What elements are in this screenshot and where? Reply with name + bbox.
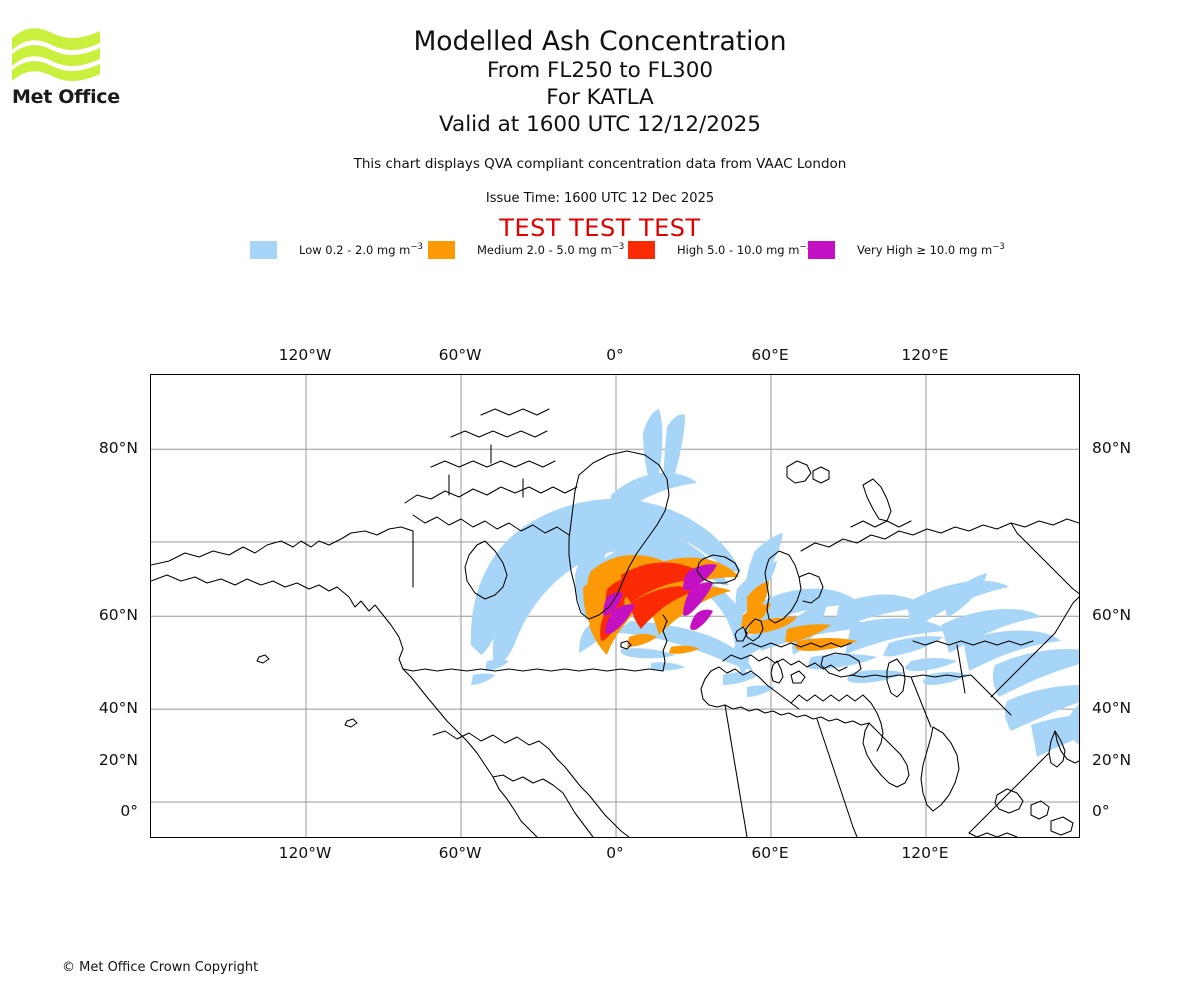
chart-title-line3: For KATLA [546, 85, 654, 110]
lat-label-right-0: 0° [1092, 802, 1110, 820]
legend-label-2: High 5.0 - 10.0 mg m−3 [677, 242, 812, 257]
lon-label-bottom-60w: 60°W [438, 844, 482, 862]
legend-item-1: Medium 2.0 - 5.0 mg m−3 [428, 240, 624, 260]
lat-label-left-20n: 20°N [98, 750, 138, 769]
map-plot-frame [150, 374, 1080, 838]
lat-label-right-20n: 20°N [1092, 750, 1132, 769]
legend-item-2: High 5.0 - 10.0 mg m−3 [628, 240, 812, 260]
legend-swatch-0 [250, 241, 277, 259]
chart-title-line4: Valid at 1600 UTC 12/12/2025 [438, 112, 761, 137]
legend-swatch-3 [808, 241, 835, 259]
chart-title-block: Modelled Ash Concentration From FL250 to… [160, 26, 1040, 138]
legend-label-0: Low 0.2 - 2.0 mg m−3 [299, 242, 423, 257]
met-office-wave-icon [12, 28, 100, 82]
lon-label-bottom-120w: 120°W [278, 844, 332, 862]
lon-label-top-120e: 120°E [901, 346, 949, 364]
legend-label-3: Very High ≥ 10.0 mg m−3 [857, 242, 1005, 257]
lon-label-top-120w: 120°W [278, 346, 332, 364]
chart-title-line1: Modelled Ash Concentration [413, 26, 787, 57]
lon-label-top-60e: 60°E [751, 346, 789, 364]
lat-label-left-60n: 60°N [98, 606, 138, 625]
issue-time-text: Issue Time: 1600 UTC 12 Dec 2025 [485, 191, 715, 206]
lon-label-bottom-0: 0° [606, 844, 624, 862]
legend-item-3: Very High ≥ 10.0 mg m−3 [808, 240, 1005, 260]
lat-label-right-80n: 80°N [1092, 439, 1132, 458]
legend-label-1: Medium 2.0 - 5.0 mg m−3 [477, 242, 625, 257]
lon-label-top-0: 0° [606, 346, 624, 364]
map-container: 120°W 60°W 0° 60°E 120°E 120°W 60°W 0° 6… [99, 346, 1131, 862]
lon-label-top-60w: 60°W [438, 346, 482, 364]
met-office-logo-text: Met Office [12, 86, 120, 108]
lat-label-left-0: 0° [120, 802, 138, 820]
ash-plume-low [470, 409, 1079, 757]
legend-swatch-1 [428, 241, 455, 259]
legend-swatch-2 [628, 241, 655, 259]
lon-label-bottom-120e: 120°E [901, 844, 949, 862]
lat-label-right-60n: 60°N [1092, 606, 1132, 625]
legend-item-0: Low 0.2 - 2.0 mg m−3 [250, 240, 423, 260]
chart-title-line2: From FL250 to FL300 [486, 58, 714, 83]
ash-plume-very-high [603, 564, 717, 635]
world-map [151, 375, 1079, 837]
test-banner: TEST TEST TEST [499, 214, 701, 242]
met-office-logo: Met Office [12, 24, 132, 119]
lat-label-right-40n: 40°N [1092, 699, 1132, 718]
lon-label-bottom-60e: 60°E [751, 844, 789, 862]
chart-strapline: This chart displays QVA compliant concen… [353, 156, 847, 172]
lat-label-left-80n: 80°N [98, 439, 138, 458]
coastlines [151, 408, 1079, 837]
copyright-text: © Met Office Crown Copyright [62, 960, 259, 975]
lat-label-left-40n: 40°N [98, 699, 138, 718]
